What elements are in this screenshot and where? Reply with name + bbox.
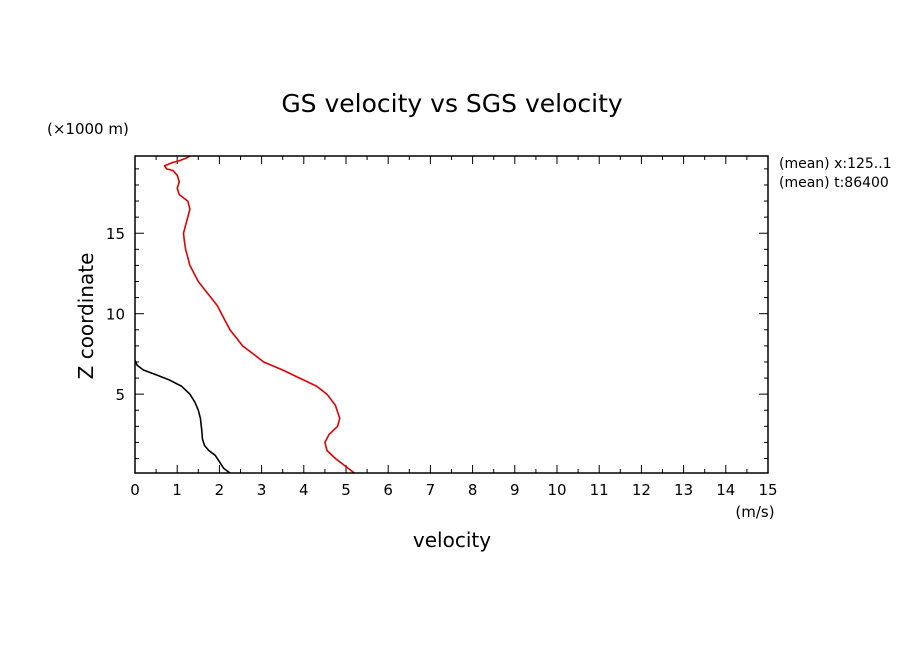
series-layer	[134, 155, 355, 474]
annotation-t: (mean) t:86400	[779, 175, 889, 191]
x-tick-label: 0	[130, 481, 140, 499]
x-tick-label: 7	[426, 481, 436, 499]
y-tick-label: 10	[106, 306, 125, 324]
x-axis-label: velocity	[413, 528, 491, 552]
annotation-x: (mean) x:125..1	[779, 156, 892, 172]
x-unit-label: (m/s)	[735, 503, 774, 521]
x-tick-label: 4	[299, 481, 309, 499]
x-tick-label: 1	[172, 481, 182, 499]
series-line-1	[163, 155, 355, 474]
x-tick-label: 6	[383, 481, 393, 499]
x-tick-label: 8	[468, 481, 478, 499]
x-tick-label: 11	[590, 481, 609, 499]
x-tick-label: 9	[510, 481, 520, 499]
x-tick-label: 2	[215, 481, 225, 499]
x-tick-label: 3	[257, 481, 267, 499]
y-tick-label: 5	[115, 386, 125, 404]
x-tick-label: 14	[716, 481, 735, 499]
x-tick-label: 10	[547, 481, 566, 499]
y-tick-label: 15	[106, 225, 125, 243]
x-tick-label: 15	[758, 481, 777, 499]
x-tick-label: 5	[341, 481, 351, 499]
plot-frame	[134, 155, 769, 474]
y-axis-label: Z coordinate	[74, 253, 98, 380]
x-tick-label: 13	[674, 481, 693, 499]
y-unit-label: (×1000 m)	[47, 120, 129, 138]
chart-title: GS velocity vs SGS velocity	[281, 89, 623, 118]
x-tick-label: 12	[632, 481, 651, 499]
series-line-2	[134, 360, 231, 474]
